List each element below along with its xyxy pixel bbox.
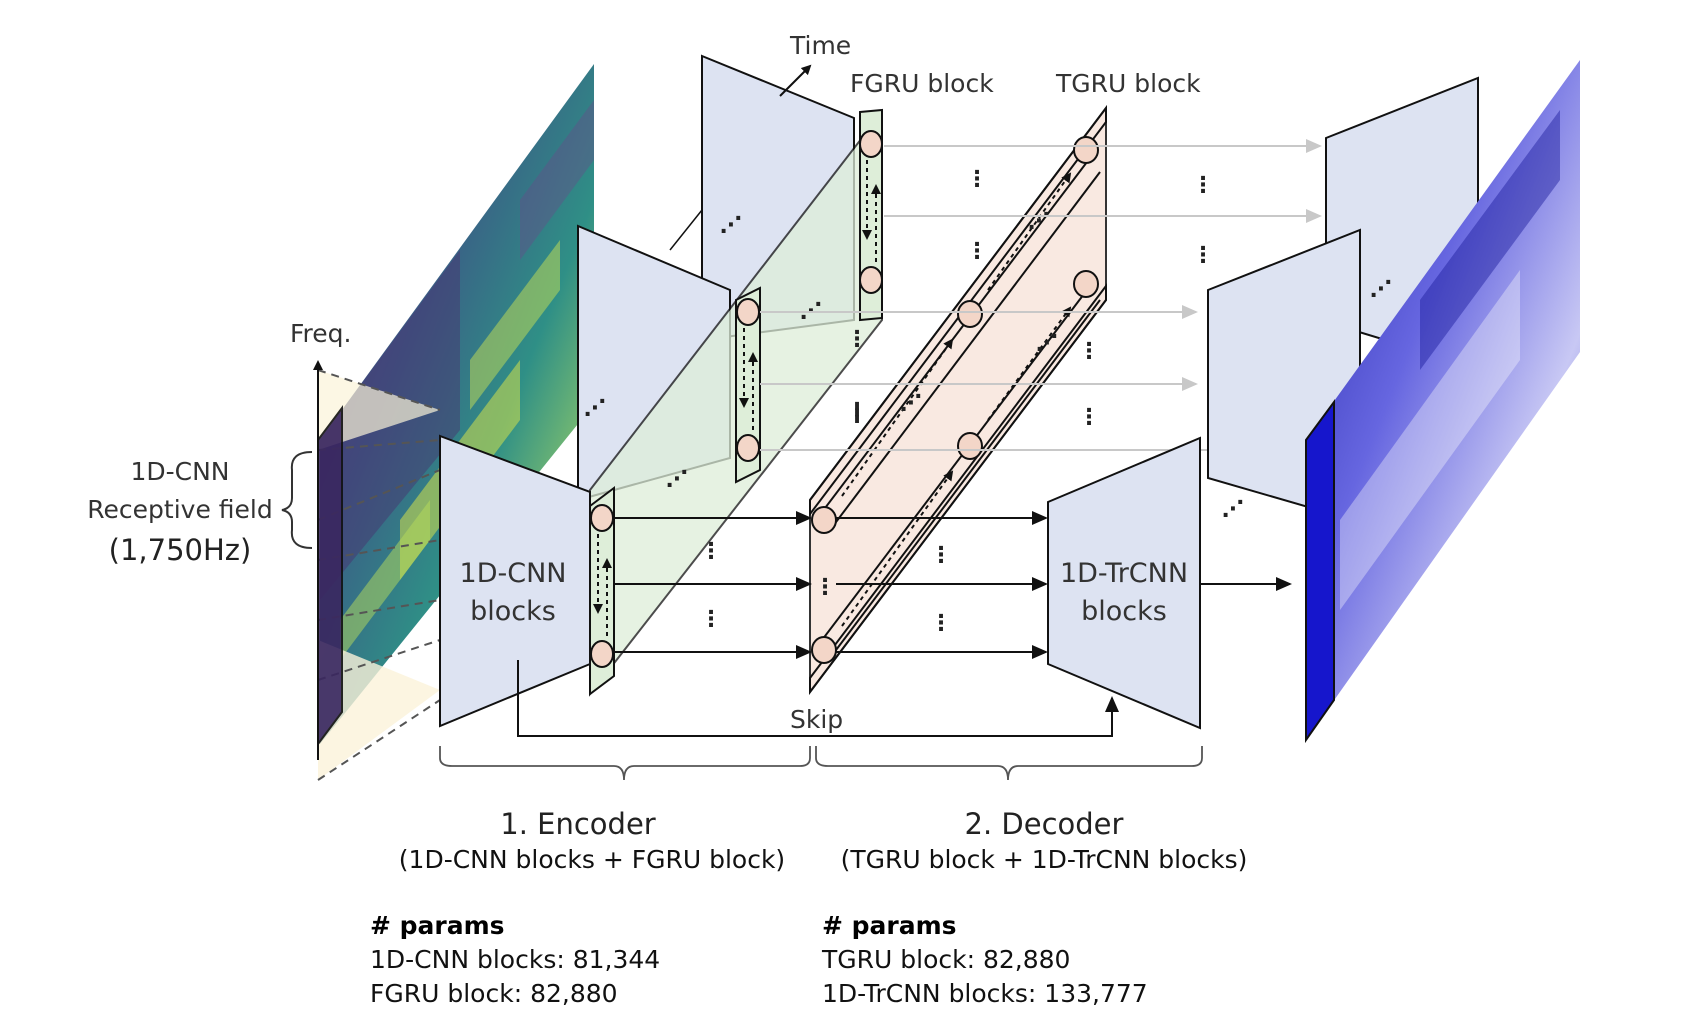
svg-text:⋮: ⋮ (1078, 405, 1100, 430)
encoder-title: 1. Encoder (500, 807, 656, 841)
svg-text:⋮: ⋮ (930, 543, 952, 568)
tgru-slab (809, 105, 1107, 695)
time-axis (779, 64, 812, 97)
cnn-blocks-label-1: 1D-CNN (460, 558, 567, 589)
output-spectrogram (1305, 60, 1580, 744)
receptive-field-label-1: 1D-CNN (130, 457, 229, 486)
trcnn-blocks-label-2: blocks (1081, 596, 1167, 627)
skip-connection: Skip (517, 660, 1119, 737)
svg-text:⋰: ⋰ (900, 391, 922, 416)
decoder-subtitle: (TGRU block + 1D-TrCNN blocks) (841, 845, 1248, 874)
cnn-blocks-label-2: blocks (470, 596, 556, 627)
svg-text:⋮: ⋮ (846, 327, 868, 352)
decoder-params-heading: # params (822, 911, 957, 940)
svg-text:⋮: ⋮ (700, 607, 722, 632)
svg-text:⋰: ⋰ (1222, 497, 1244, 522)
svg-text:⋮: ⋮ (1192, 243, 1214, 268)
cnn-blocks: 1D-CNN blocks (439, 434, 591, 728)
decoder-param-trcnn: 1D-TrCNN blocks: 133,777 (822, 979, 1148, 1008)
skip-label: Skip (790, 705, 843, 734)
svg-text:⋮: ⋮ (1078, 339, 1100, 364)
fgru-slab: ⋰ ⋰ ⋮ ⋮ ⋮ ⋮ (589, 108, 883, 697)
svg-text:⋮: ⋮ (846, 403, 868, 428)
encoder-subtitle: (1D-CNN blocks + FGRU block) (399, 845, 785, 874)
receptive-field-brace (281, 451, 313, 549)
encoder-brace (439, 746, 811, 781)
gray-connection-dots: ⋮ ⋮ ⋮ ⋮ ⋮ ⋮ ⋮ ⋮ ⋮ ⋮ (814, 167, 1214, 636)
svg-text:⋰: ⋰ (584, 396, 606, 421)
receptive-field-overlay (317, 369, 441, 781)
encoder-param-cnn: 1D-CNN blocks: 81,344 (370, 945, 660, 974)
svg-text:⋮: ⋮ (930, 611, 952, 636)
svg-text:⋰: ⋰ (720, 213, 742, 238)
tgru-block-label: TGRU block (1055, 69, 1201, 98)
svg-text:⋮: ⋮ (966, 239, 988, 264)
receptive-field-label-3: (1,750Hz) (109, 533, 252, 567)
tgru-nodes: ⋰ ⋰ ⋰ (811, 136, 1099, 664)
encoder-params-heading: # params (370, 911, 505, 940)
decoder-brace (815, 746, 1203, 781)
svg-text:⋮: ⋮ (1192, 173, 1214, 198)
fgru-block-label: FGRU block (850, 69, 994, 98)
svg-text:⋮: ⋮ (814, 575, 836, 600)
gray-connections (760, 139, 1322, 451)
time-label: Time (789, 31, 851, 60)
svg-text:⋰: ⋰ (1036, 331, 1058, 356)
svg-text:⋰: ⋰ (1370, 277, 1392, 302)
decoder-param-tgru: TGRU block: 82,880 (821, 945, 1070, 974)
decoder-title: 2. Decoder (965, 807, 1124, 841)
svg-text:⋰: ⋰ (1028, 209, 1050, 234)
trcnn-blocks-label-1: 1D-TrCNN (1060, 558, 1188, 589)
svg-text:⋮: ⋮ (846, 399, 868, 424)
svg-text:⋮: ⋮ (700, 539, 722, 564)
black-connections (614, 511, 1292, 659)
svg-text:⋰: ⋰ (666, 467, 688, 492)
svg-text:⋮: ⋮ (966, 167, 988, 192)
trcnn-blocks: 1D-TrCNN blocks (1047, 436, 1201, 730)
encoder-param-fgru: FGRU block: 82,880 (370, 979, 618, 1008)
freq-label: Freq. (290, 319, 352, 348)
receptive-field-label-2: Receptive field (87, 495, 272, 524)
